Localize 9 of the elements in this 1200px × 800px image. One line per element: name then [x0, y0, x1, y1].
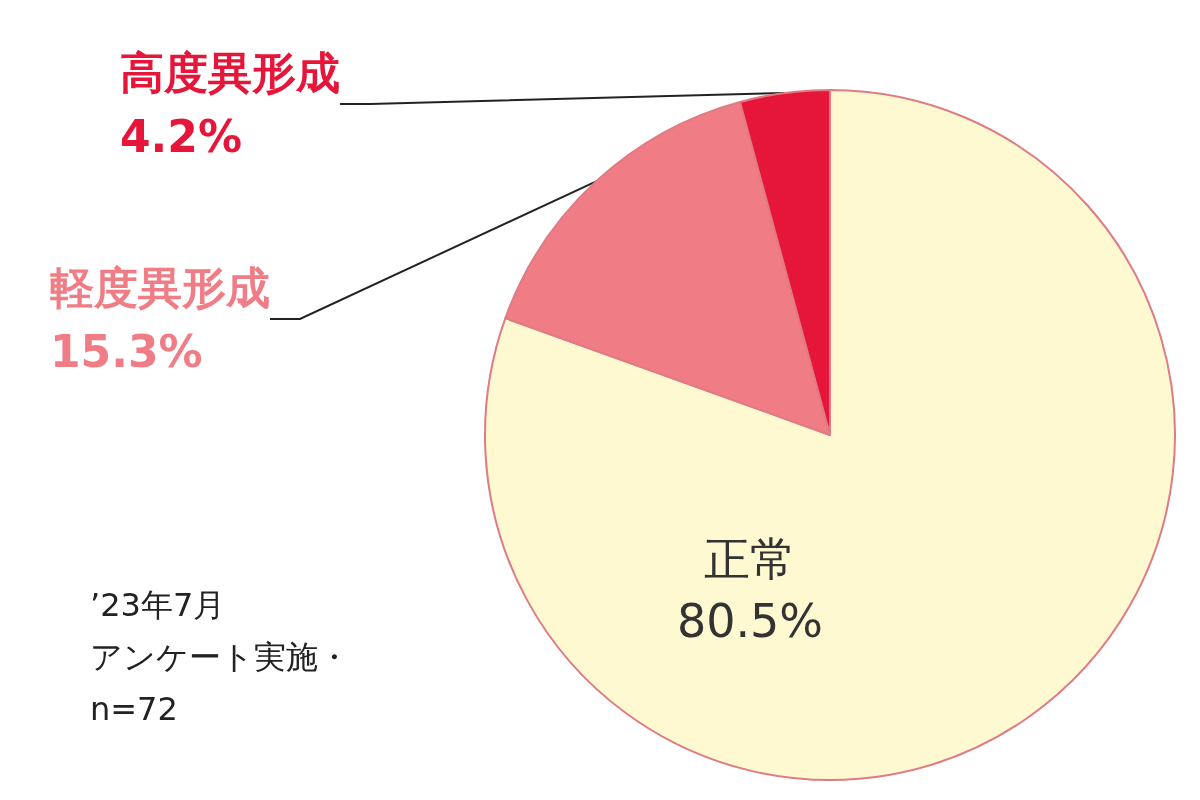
slice-label: 高度異形成: [120, 46, 340, 98]
text: アンケート実施・: [90, 638, 350, 676]
data-label: 4.2%: [120, 110, 243, 162]
text: n=72: [90, 690, 178, 728]
data-label: 15.3%: [50, 325, 203, 377]
slice-label: 正常: [704, 532, 796, 586]
data-label: 80.5%: [676, 594, 824, 648]
slice-label: 軽度異形成: [50, 261, 270, 313]
text: ’23年7月: [90, 586, 226, 624]
